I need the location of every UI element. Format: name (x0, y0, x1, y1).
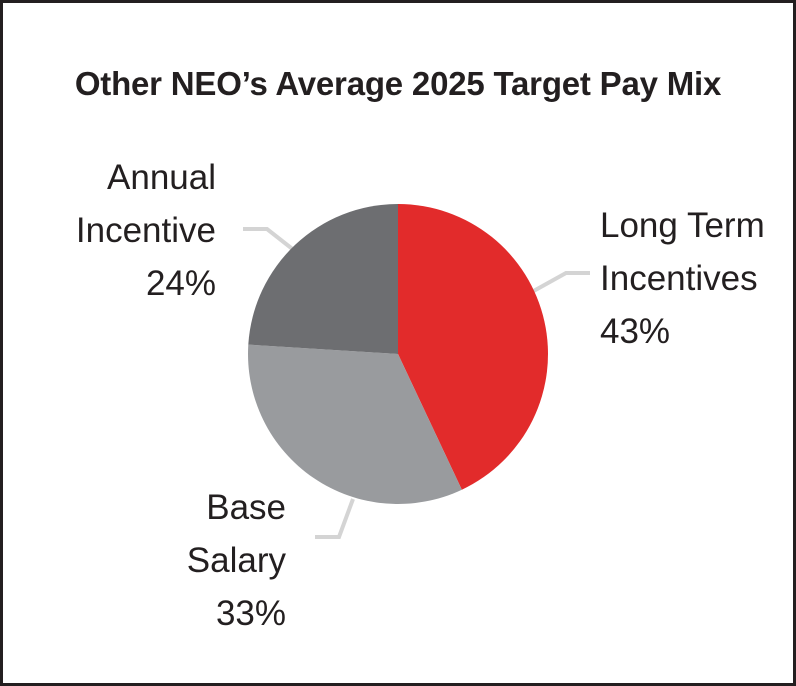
slice-value-label: 43% (600, 312, 671, 351)
slice-value-label: 33% (215, 594, 286, 633)
slice-long-term-incentives (398, 204, 548, 490)
slice-label-line: Long Term (600, 206, 765, 245)
leader-line-base-salary (315, 498, 355, 539)
pie-chart (243, 204, 590, 539)
slice-label-line: Incentives (600, 259, 758, 298)
slice-label-line: Annual (107, 158, 216, 197)
slice-value-label: 24% (145, 264, 216, 303)
slice-label-annual-incentive: Annual Incentive 24% (23, 151, 216, 310)
slice-label-line: Incentive (75, 211, 216, 250)
slice-base-salary (248, 344, 462, 504)
slice-label-long-term-incentives: Long Term Incentives 43% (600, 199, 765, 358)
slice-label-line: Salary (186, 541, 286, 580)
leader-line-annual-incentive (243, 227, 297, 253)
slice-label-base-salary: Base Salary 33% (83, 481, 286, 640)
chart-title: Other NEO’s Average 2025 Target Pay Mix (74, 65, 722, 102)
leader-line-long-term-incentives (529, 271, 590, 295)
slice-label-line: Base (206, 488, 286, 527)
slice-annual-incentive (248, 204, 398, 354)
